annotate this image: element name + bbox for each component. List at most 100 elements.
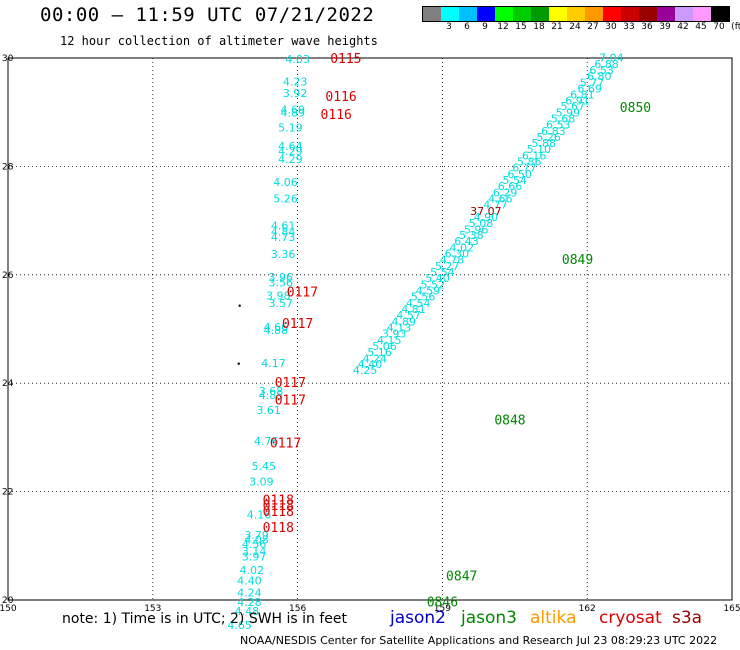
wave-height-point: 5.19 [278,121,303,134]
pass-time-label: 0116 [321,108,352,123]
legend-label: 18 [533,22,545,32]
pass-time-label: 0847 [446,570,477,585]
mission-label-cryosat: cryosat [599,608,662,628]
wave-height-point: 3.14 [242,545,267,558]
pass-time-label: 0117 [282,317,313,332]
legend-label: 6 [464,22,470,32]
wave-height-point: 4.54 [406,297,431,310]
wave-height-point: 6.81 [570,88,595,101]
y-tick-label: 30 [2,54,14,64]
x-tick-label: 156 [289,604,306,614]
wave-height-point: 4.61 [271,219,296,232]
legend-swatch [531,7,549,21]
wave-height-point: 5.38 [459,229,484,242]
pass-time-label: 0849 [562,253,593,268]
wave-height-point: 5.67 [560,100,585,113]
wave-height-point: 7.04 [599,51,624,64]
footer-credit: NOAA/NESDIS Center for Satellite Applica… [240,634,718,647]
legend-swatch [513,7,531,21]
mission-label-jason3: jason3 [461,608,517,628]
legend-swatch [639,7,657,21]
legend-swatch [441,7,459,21]
plot-marker [238,304,241,307]
pass-time-label: 0116 [325,90,356,105]
footer-note: note: 1) Time is in UTC; 2) SWH is in fe… [62,611,348,627]
wave-height-point: 4.06 [273,176,298,189]
wave-height-point: 4.84 [271,225,296,238]
wave-height-point: 3.09 [249,475,274,488]
y-tick-label: 22 [2,488,13,498]
wave-height-point: 4.15 [377,334,402,347]
wave-height-point: 6.53 [546,119,571,132]
legend-unit: (ft) [731,22,740,32]
legend-label: 12 [497,22,509,32]
legend-label: 27 [587,22,599,32]
wave-height-point: 5.40 [425,272,450,285]
legend-label: 33 [623,22,635,32]
wave-height-point: 4.40 [358,358,383,371]
wave-height-point: 5.99 [556,107,581,120]
wave-height-point: 4.57 [396,309,421,322]
mission-label-jason2: jason2 [390,608,446,628]
wave-height-point: 5.88 [532,137,557,150]
legend-swatch [693,7,711,21]
wave-height-point: 5.77 [580,76,605,89]
wave-height-point: 4.29 [278,145,303,158]
wave-height-point: 4.56 [242,538,267,551]
legend-swatch [621,7,639,21]
legend-swatch [477,7,495,21]
wave-height-point: 4.02 [239,564,264,577]
wave-height-point: 6.77 [512,161,537,174]
wave-height-point: 4.08 [244,533,269,546]
wave-height-point: 5.16 [367,346,392,359]
wave-height-point: 4.90 [474,211,499,224]
wave-height-point: 3.96 [268,271,293,284]
legend-label: 24 [569,22,581,32]
wave-height-point: 4.25 [353,364,378,377]
wave-height-point: 5.86 [517,156,542,169]
pass-time-label: 0118 [263,499,294,514]
pass-time-label: 0117 [270,436,301,451]
wave-height-point: 5.26 [273,192,298,205]
wave-height-point: 5.27 [435,260,460,273]
pass-time-label: 0850 [620,101,651,116]
wave-height-point: 3.56 [268,276,293,289]
pass-time-label: 0117 [287,286,318,301]
wave-height-point: 5.45 [252,460,277,473]
pass-time-label: 0118 [263,494,294,509]
wave-height-point: 5.54 [503,174,528,187]
legend-label: 42 [677,22,689,32]
wave-height-point: 6.30 [445,248,470,261]
plot-frame [7,57,733,601]
wave-height-point: 6.69 [577,82,602,95]
pass-time-label: 0846 [427,596,458,611]
wave-height-point: 3.36 [271,248,296,261]
wave-height-point: 4.16 [247,508,272,521]
wave-height-point: 4.24 [363,352,388,365]
x-tick-label: 150 [0,604,17,614]
plot-marker [237,362,240,365]
wave-height-point: 4.64 [278,140,303,153]
y-tick-label: 20 [2,596,14,606]
wave-height-point: 4.81 [401,303,426,316]
wave-height-point: 4.13 [387,321,412,334]
wave-height-point: 4.78 [440,254,465,267]
wave-height-point: 3.98 [266,289,291,302]
pass-time-label: 0118 [263,505,294,520]
legend-swatch [495,7,513,21]
wave-height-point: 4.02 [449,242,474,255]
wave-height-point: 6.91 [565,94,590,107]
wave-height-point: 37.07 [470,205,502,218]
legend-label: 70 [713,22,725,32]
legend-label: 39 [659,22,671,32]
wave-height-point: 4.88 [264,324,289,337]
x-tick-label: 165 [723,604,740,614]
wave-height-point: 5.56 [411,290,436,303]
mission-label-s3a: s3a [672,608,703,628]
legend-label: 3 [446,22,452,32]
wave-height-point: 4.77 [483,198,508,211]
wave-height-point: 3.57 [268,297,293,310]
chart-title: 00:00 – 11:59 UTC 07/21/2022 [40,4,375,26]
pass-time-label: 0848 [494,414,525,429]
